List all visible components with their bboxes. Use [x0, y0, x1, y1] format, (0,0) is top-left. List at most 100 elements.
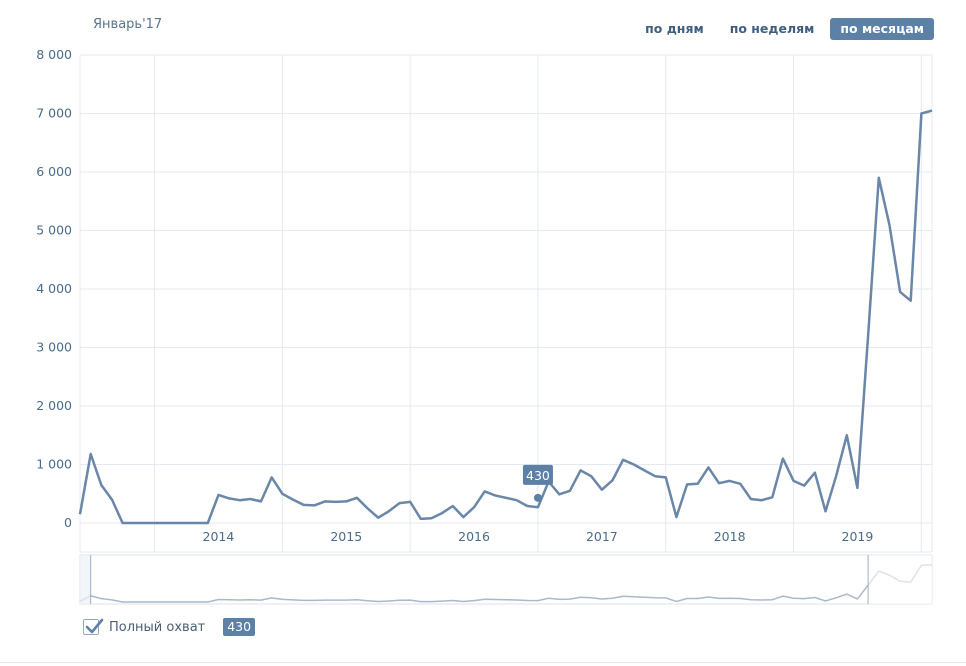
data-point[interactable]	[386, 508, 392, 514]
data-point[interactable]	[918, 111, 924, 117]
data-point[interactable]	[120, 520, 126, 526]
data-point[interactable]	[269, 474, 275, 480]
data-point[interactable]	[524, 503, 530, 509]
data-point[interactable]	[705, 464, 711, 470]
data-point[interactable]	[162, 520, 168, 526]
data-point[interactable]	[610, 477, 616, 483]
period-tabs: по дням по неделям по месяцам	[635, 18, 934, 40]
data-point[interactable]	[876, 175, 882, 181]
y-tick-label: 7 000	[36, 106, 72, 121]
y-tick-label: 4 000	[36, 281, 72, 296]
data-point[interactable]	[173, 520, 179, 526]
data-point[interactable]	[397, 500, 403, 506]
data-point[interactable]	[354, 495, 360, 501]
data-point[interactable]	[535, 504, 541, 510]
data-point[interactable]	[184, 520, 190, 526]
data-point[interactable]	[652, 473, 658, 479]
range-navigator[interactable]	[79, 554, 933, 605]
data-point[interactable]	[833, 473, 839, 479]
y-tick-label: 0	[64, 515, 72, 530]
tab-by-weeks[interactable]: по неделям	[729, 21, 815, 36]
data-point[interactable]	[503, 495, 509, 501]
data-point[interactable]	[567, 488, 573, 494]
data-point[interactable]	[333, 499, 339, 505]
data-point[interactable]	[301, 502, 307, 508]
data-point[interactable]	[684, 481, 690, 487]
data-point[interactable]	[737, 481, 743, 487]
data-point[interactable]	[514, 497, 520, 503]
tooltip-box	[522, 464, 553, 485]
data-point[interactable]	[556, 491, 562, 497]
data-point[interactable]	[769, 494, 775, 500]
data-point[interactable]	[663, 474, 669, 480]
data-point[interactable]	[471, 504, 477, 510]
data-point[interactable]	[375, 515, 381, 521]
data-point[interactable]	[215, 492, 221, 498]
data-point[interactable]	[588, 473, 594, 479]
data-point[interactable]	[716, 480, 722, 486]
data-point[interactable]	[759, 497, 765, 503]
data-point[interactable]	[823, 508, 829, 514]
data-point[interactable]	[279, 491, 285, 497]
x-tick-label: 2014	[203, 529, 235, 544]
data-point[interactable]	[130, 520, 136, 526]
data-point[interactable]	[791, 478, 797, 484]
series-line[interactable]	[78, 109, 933, 525]
data-point[interactable]	[886, 222, 892, 228]
data-point[interactable]	[620, 457, 626, 463]
data-point[interactable]	[844, 432, 850, 438]
data-point[interactable]	[439, 510, 445, 516]
data-point[interactable]	[194, 520, 200, 526]
tab-by-months[interactable]: по месяцам	[830, 18, 934, 40]
data-point[interactable]	[152, 520, 158, 526]
data-point[interactable]	[492, 493, 498, 499]
data-point[interactable]	[311, 502, 317, 508]
data-point[interactable]	[450, 503, 456, 509]
data-point[interactable]	[109, 497, 115, 503]
data-point[interactable]	[247, 496, 253, 502]
data-point[interactable]	[226, 495, 232, 501]
y-tick-label: 1 000	[36, 457, 72, 472]
data-point[interactable]	[780, 456, 786, 462]
data-point[interactable]	[418, 516, 424, 522]
data-point[interactable]	[205, 520, 211, 526]
data-point[interactable]	[812, 470, 818, 476]
data-point[interactable]	[673, 514, 679, 520]
data-point[interactable]	[599, 487, 605, 493]
data-point[interactable]	[428, 515, 434, 521]
full-reach-checkbox[interactable]	[83, 618, 104, 635]
data-point[interactable]	[460, 514, 466, 520]
data-point[interactable]	[748, 496, 754, 502]
data-point[interactable]	[631, 462, 637, 468]
data-point[interactable]	[695, 481, 701, 487]
highlight: 430	[522, 464, 553, 502]
data-point[interactable]	[727, 478, 733, 484]
data-point[interactable]	[290, 497, 296, 503]
data-point[interactable]	[482, 488, 488, 494]
data-point[interactable]	[641, 467, 647, 473]
data-point[interactable]	[258, 498, 264, 504]
legend-label: Полный охват	[109, 619, 206, 635]
data-point[interactable]	[98, 482, 104, 488]
data-point[interactable]	[237, 497, 243, 503]
y-tick-label: 8 000	[36, 47, 72, 62]
data-point[interactable]	[141, 520, 147, 526]
y-axis: 0 1 000 2 000 3 000 4 000 5 000 6 000 7 000 8 00…	[36, 47, 72, 530]
highlight-point[interactable]	[533, 493, 542, 502]
data-point[interactable]	[578, 467, 584, 473]
data-point[interactable]	[801, 483, 807, 489]
data-point[interactable]	[88, 451, 94, 457]
data-point[interactable]	[908, 298, 914, 304]
data-point[interactable]	[365, 505, 371, 511]
data-point[interactable]	[77, 511, 83, 517]
data-point[interactable]	[322, 498, 328, 504]
x-tick-label: 2019	[842, 529, 874, 544]
data-point[interactable]	[854, 485, 860, 491]
data-point[interactable]	[897, 289, 903, 295]
data-point[interactable]	[929, 108, 935, 114]
x-axis: 2014 2015 2016 2017 2018 2019	[203, 529, 874, 544]
data-point[interactable]	[343, 498, 349, 504]
data-point[interactable]	[865, 333, 871, 339]
tab-by-days[interactable]: по дням	[645, 21, 704, 36]
data-point[interactable]	[407, 499, 413, 505]
